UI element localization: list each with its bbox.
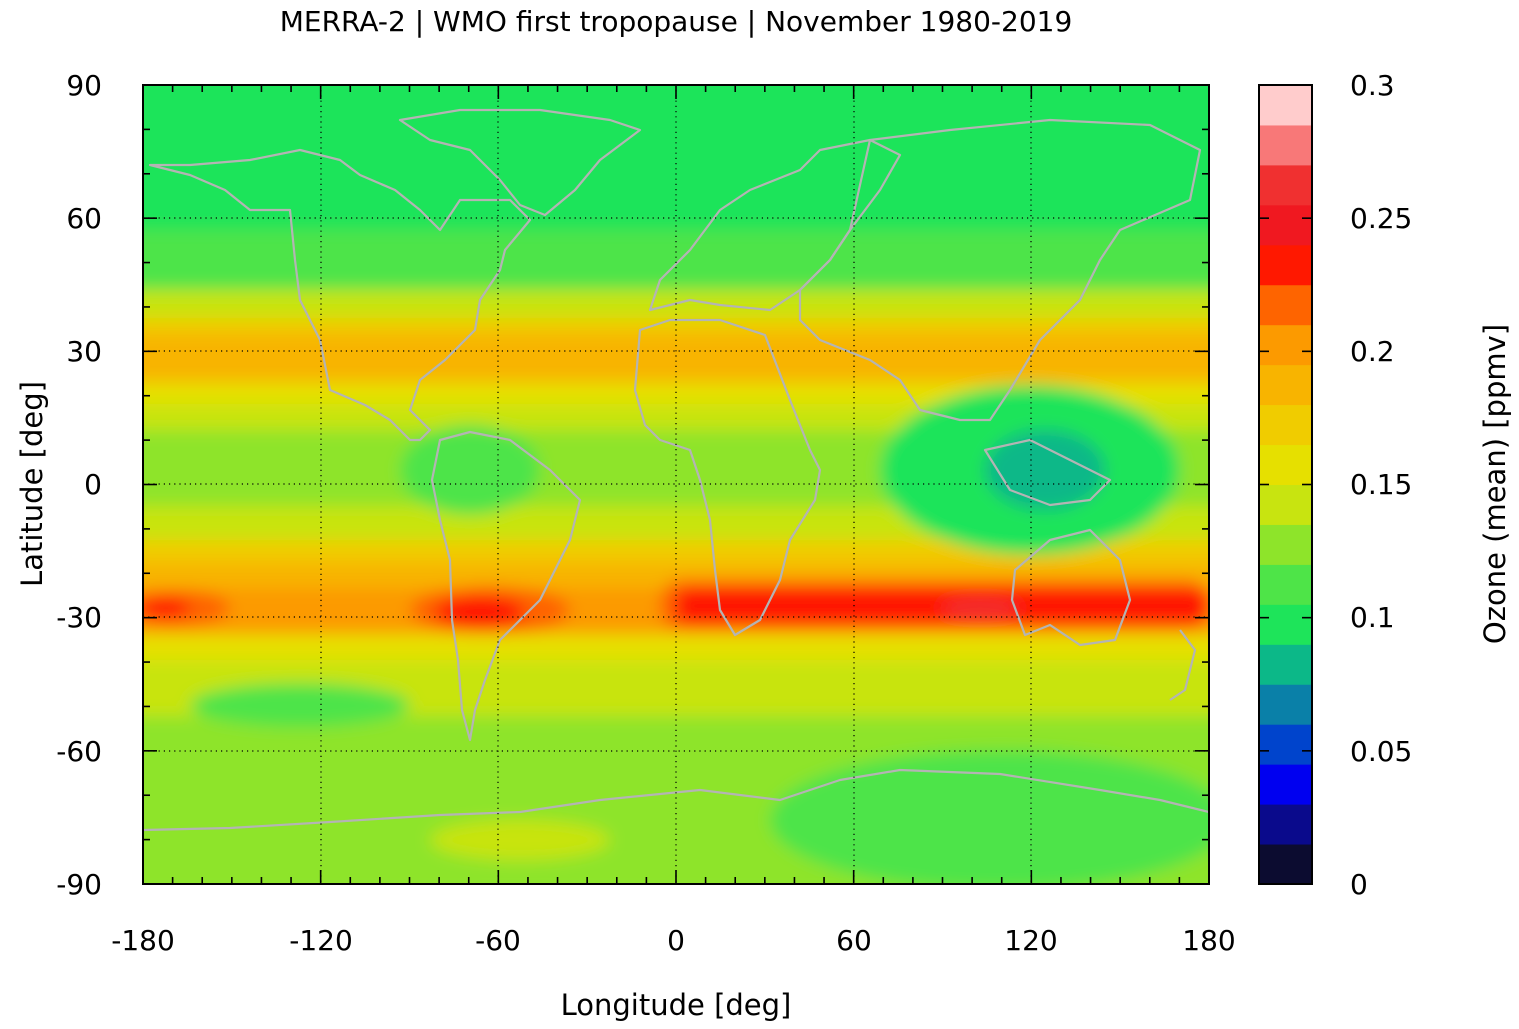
colorbar-cell (1259, 484, 1312, 525)
coastline-australia (1010, 528, 1132, 647)
jet-core-indian-peak (940, 600, 1020, 616)
colorbar-cell (1259, 764, 1312, 805)
coastline-antarctica (143, 768, 1209, 832)
colorbar-tick-label: 0.15 (1350, 468, 1412, 501)
colorbar-cell (1259, 404, 1312, 446)
y-tick-label: -30 (56, 601, 102, 634)
y-tick-label: 0 (84, 468, 102, 501)
colorbar-cell (1259, 204, 1312, 246)
y-tick-label: 60 (66, 202, 102, 235)
south-polar-high (430, 820, 610, 860)
colorbar-cell (1259, 804, 1312, 845)
colorbar-cell (1259, 444, 1312, 485)
x-tick-label: 120 (1004, 924, 1057, 957)
y-tick-label: 90 (66, 69, 102, 102)
x-tick-label: -180 (111, 924, 175, 957)
colorbar-tick-label: 0.1 (1350, 601, 1395, 634)
coastlines (143, 108, 1209, 832)
coastline-europe (648, 138, 902, 312)
colorbar-cell (1259, 564, 1312, 605)
x-tick-labels: -180 -120 -60 0 60 120 180 (111, 924, 1236, 957)
colorbar-ticks (1259, 84, 1312, 885)
coastline-africa (633, 318, 822, 637)
y-tick-label: -60 (56, 735, 102, 768)
band-north-subtropic-a (143, 318, 1209, 338)
coastline-greenland (398, 108, 642, 217)
colorbar-cell (1259, 644, 1312, 685)
colorbar-cells (1259, 85, 1312, 885)
colorbar-tick-label: 0.2 (1350, 335, 1395, 368)
colorbar-cell (1259, 364, 1312, 406)
colorbar-label: Ozone (mean) [ppmv] (1478, 324, 1512, 644)
x-tick-label: -60 (475, 924, 521, 957)
coastline-asia (798, 118, 1202, 422)
colorbar-cell (1259, 524, 1312, 565)
colorbar-cell (1259, 684, 1312, 725)
colorbar-tick-labels: 0.3 0.25 0.2 0.15 0.1 0.05 0 (1350, 69, 1412, 901)
colorbar-cell (1259, 844, 1312, 885)
colorbar-tick-label: 0 (1350, 868, 1368, 901)
chart-title: MERRA-2 | WMO first tropopause | Novembe… (280, 5, 1073, 38)
coastline-north-america (148, 148, 532, 442)
antarctic-low (770, 750, 1209, 884)
maritime-continent-min (985, 430, 1105, 510)
plot-area (143, 85, 1209, 884)
band-north-subtropic-b (143, 334, 1209, 384)
axis-ticks (142, 84, 1210, 885)
colorbar: 0.3 0.25 0.2 0.15 0.1 0.05 0 Ozone (mean… (1258, 69, 1512, 901)
x-tick-label: 60 (836, 924, 872, 957)
y-tick-label: 30 (66, 335, 102, 368)
colorbar-cell (1259, 284, 1312, 326)
band-south-post-jet (143, 634, 1209, 664)
colorbar-cell (1259, 164, 1312, 206)
x-tick-label: 180 (1182, 924, 1235, 957)
x-axis-label: Longitude [deg] (561, 988, 792, 1022)
colorbar-tick-label: 0.3 (1350, 69, 1395, 102)
ozone-field (143, 85, 1209, 884)
colorbar-cell (1259, 324, 1312, 366)
colorbar-cell (1259, 244, 1312, 286)
x-tick-label: -120 (289, 924, 353, 957)
colorbar-cell (1259, 604, 1312, 645)
y-axis-label: Latitude [deg] (15, 381, 49, 587)
colorbar-tick-label: 0.05 (1350, 735, 1412, 768)
colorbar-tick-label: 0.25 (1350, 202, 1412, 235)
y-tick-labels: 90 60 30 0 -30 -60 -90 (56, 69, 102, 901)
coastline-south-america (430, 430, 582, 742)
coastline-maritime (983, 438, 1112, 507)
band-arctic (143, 85, 1209, 250)
y-tick-label: -90 (56, 868, 102, 901)
colorbar-cell (1259, 85, 1312, 126)
colorbar-cell (1259, 724, 1312, 765)
coastline-new-zealand (1169, 629, 1197, 701)
jet-core-pacific-red (143, 598, 190, 618)
colorbar-cell (1259, 124, 1312, 166)
southern-pacific-low (190, 683, 410, 727)
x-tick-label: 0 (667, 924, 685, 957)
grid-lines (143, 85, 1209, 884)
band-highnorth (143, 230, 1209, 290)
jet-core-atlantic-red (435, 596, 525, 628)
